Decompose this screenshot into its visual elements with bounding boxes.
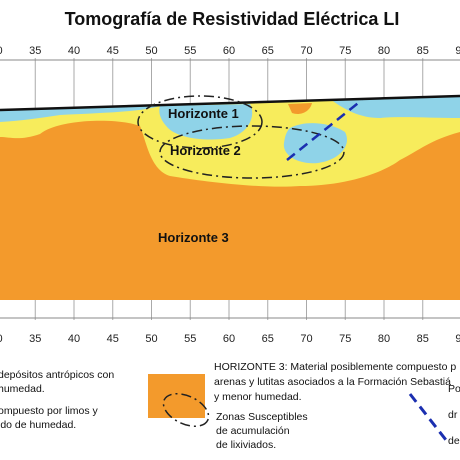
blue-lens: [283, 123, 347, 164]
top-axis-label: 30: [0, 45, 3, 57]
top-axis-label: 55: [184, 45, 196, 57]
horizon-label: Horizonte 3: [158, 230, 229, 245]
top-axis-label: 90: [455, 45, 460, 57]
legend-text: ido de humedad.: [0, 419, 76, 431]
bottom-axis-label: 45: [107, 333, 119, 345]
legend-text: y menor humedad.: [214, 391, 302, 403]
top-axis-label: 35: [29, 45, 41, 57]
horizon-label: Horizonte 2: [170, 143, 241, 158]
legend-text: de acumulación: [216, 425, 290, 437]
legend-text: arenas y lutitas asociados a la Formació…: [214, 376, 451, 388]
title: Tomografía de Resistividad Eléctrica LI: [65, 9, 400, 29]
top-axis-label: 65: [262, 45, 274, 57]
legend-text: de: [448, 435, 460, 447]
bottom-axis-label: 40: [68, 333, 80, 345]
legend-text: Po: [448, 383, 460, 395]
top-axis-label: 70: [300, 45, 312, 57]
section-frame: [0, 59, 460, 319]
bottom-axis-label: 70: [300, 333, 312, 345]
legend-text: de lixiviados.: [216, 439, 276, 451]
bottom-axis-label: 30: [0, 333, 3, 345]
horizon-1-center: [159, 104, 253, 140]
legend-text: ompuesto por limos y: [0, 405, 99, 417]
horizon-2: [0, 96, 460, 187]
bottom-axis-label: 50: [145, 333, 157, 345]
legend-swatch: [148, 374, 205, 418]
bottom-axis-label: 55: [184, 333, 196, 345]
bottom-axis-label: 85: [417, 333, 429, 345]
legend-text: dr: [448, 409, 458, 421]
zone-ellipse: [137, 95, 263, 149]
top-axis-label: 45: [107, 45, 119, 57]
top-axis-label: 85: [417, 45, 429, 57]
orange-patch: [288, 103, 312, 114]
legend-text: humedad.: [0, 383, 45, 395]
bottom-axis-label: 60: [223, 333, 235, 345]
legend-text: HORIZONTE 3: Material posiblemente compu…: [214, 361, 456, 373]
top-axis-label: 80: [378, 45, 390, 57]
bottom-axis-label: 65: [262, 333, 274, 345]
horizon-1-right: [330, 96, 460, 118]
bottom-axis-label: 75: [339, 333, 351, 345]
zone-ellipse: [159, 125, 345, 179]
top-axis-label: 60: [223, 45, 235, 57]
legend-text: Zonas Susceptibles: [216, 411, 308, 423]
bottom-axis-label: 35: [29, 333, 41, 345]
top-axis-label: 40: [68, 45, 80, 57]
surface-line: [0, 94, 460, 112]
legend-flow-line: [408, 393, 448, 441]
top-axis-label: 50: [145, 45, 157, 57]
horizon-label: Horizonte 1: [168, 106, 239, 121]
bottom-axis-label: 90: [455, 333, 460, 345]
legend-text: depósitos antrópicos con: [0, 369, 114, 381]
top-axis-label: 75: [339, 45, 351, 57]
legend-ellipse: [162, 393, 210, 427]
bottom-axis-label: 80: [378, 333, 390, 345]
flow-line: [286, 99, 363, 161]
